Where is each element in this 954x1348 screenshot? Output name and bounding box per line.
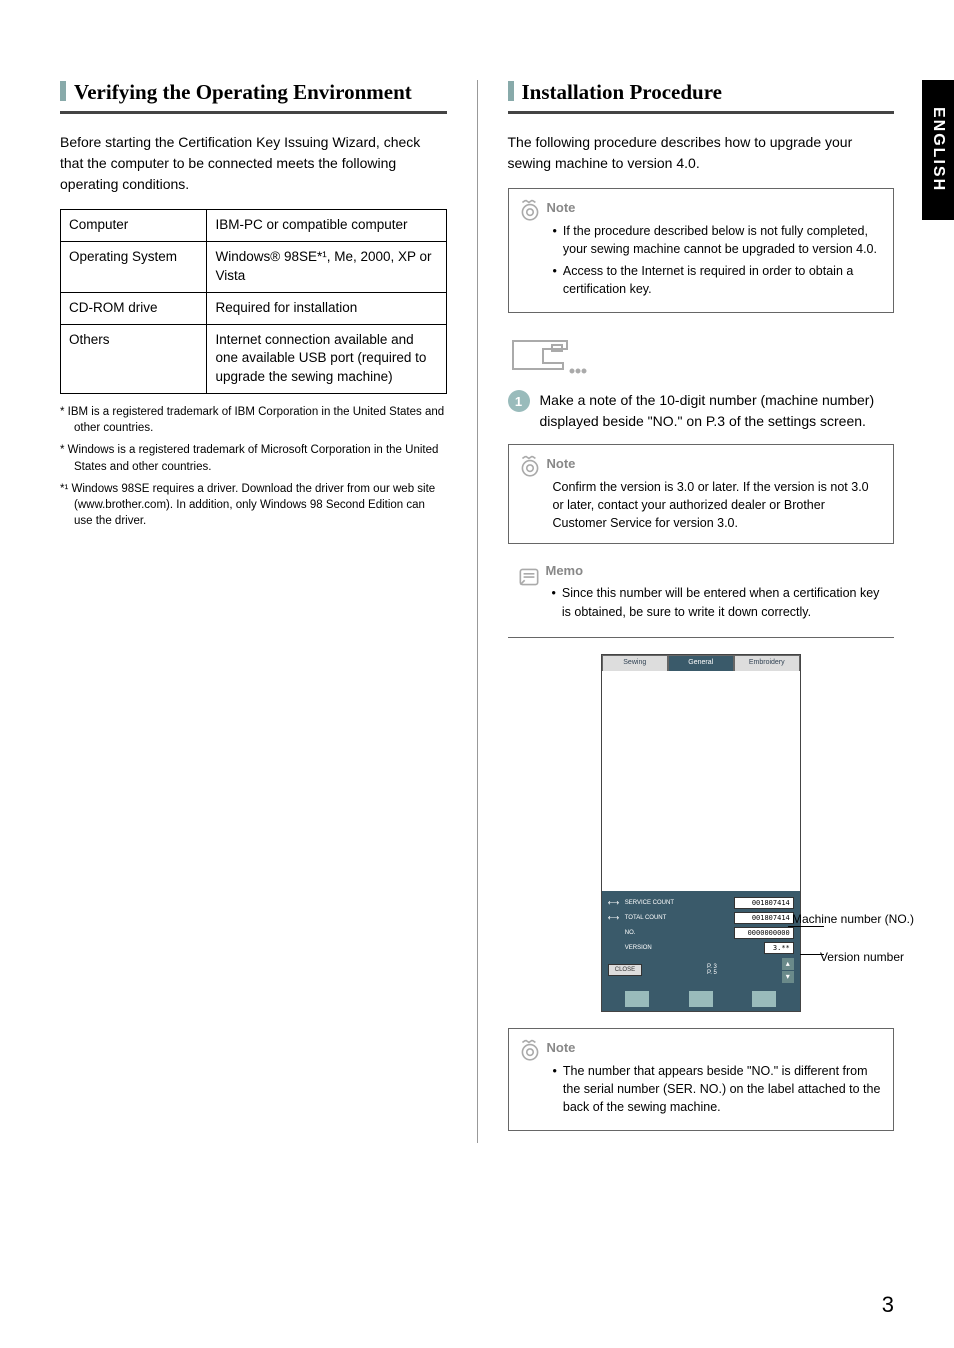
section-title-verify: Verifying the Operating Environment bbox=[60, 80, 447, 114]
memo-title: Memo bbox=[546, 562, 885, 581]
note-icon bbox=[517, 197, 543, 223]
memo-icon bbox=[516, 564, 542, 590]
bottom-toolbar bbox=[602, 987, 800, 1011]
note-text: If the procedure described below is not … bbox=[563, 222, 881, 258]
footnote: * Windows is a registered trademark of M… bbox=[74, 442, 447, 474]
step-text: Make a note of the 10-digit number (mach… bbox=[540, 390, 895, 432]
step-number-badge: 1 bbox=[508, 390, 530, 412]
table-row: OthersInternet connection available and … bbox=[61, 324, 447, 394]
table-cell-value: Required for installation bbox=[207, 292, 446, 324]
pager-text: P. 3 P. 5 bbox=[707, 964, 717, 976]
left-column: Verifying the Operating Environment Befo… bbox=[60, 80, 447, 1143]
column-divider bbox=[477, 80, 478, 1143]
tab-sewing: Sewing bbox=[602, 655, 668, 671]
table-cell-key: Others bbox=[61, 324, 207, 394]
version-label: VERSION bbox=[625, 945, 761, 951]
service-count-value: 001807414 bbox=[734, 897, 794, 909]
step-1: 1 Make a note of the 10-digit number (ma… bbox=[508, 390, 895, 432]
tab-embroidery: Embroidery bbox=[734, 655, 800, 671]
memo-text: Since this number will be entered when a… bbox=[562, 584, 884, 620]
memo-box: Memo •Since this number will be entered … bbox=[508, 556, 895, 638]
table-cell-value: Windows® 98SE*¹, Me, 2000, XP or Vista bbox=[207, 241, 446, 292]
table-row: ComputerIBM-PC or compatible computer bbox=[61, 210, 447, 242]
note-text: Access to the Internet is required in or… bbox=[563, 262, 881, 298]
note-icon bbox=[517, 453, 543, 479]
table-cell-value: IBM-PC or compatible computer bbox=[207, 210, 446, 242]
right-column: Installation Procedure The following pro… bbox=[508, 80, 895, 1143]
page-up-icon: ▴ bbox=[782, 958, 794, 970]
note-text: Confirm the version is 3.0 or later. If … bbox=[553, 478, 882, 532]
note-title: Note bbox=[547, 455, 882, 474]
info-panel: ⟷ SERVICE COUNT 001807414 ⟷ TOTAL COUNT … bbox=[602, 891, 800, 987]
note-bullet: •If the procedure described below is not… bbox=[553, 222, 882, 258]
tab-general: General bbox=[668, 655, 734, 671]
version-value: 3.** bbox=[764, 942, 794, 954]
page-down-icon: ▾ bbox=[782, 971, 794, 983]
table-row: CD-ROM driveRequired for installation bbox=[61, 292, 447, 324]
note-box-2: Note Confirm the version is 3.0 or later… bbox=[508, 444, 895, 543]
no-value: 0000000000 bbox=[734, 927, 794, 939]
screenshot-tabs: Sewing General Embroidery bbox=[602, 655, 800, 671]
table-cell-key: Operating System bbox=[61, 241, 207, 292]
section-title-install: Installation Procedure bbox=[508, 80, 895, 114]
total-count-value: 001807414 bbox=[734, 912, 794, 924]
note-box-3: Note •The number that appears beside "NO… bbox=[508, 1028, 895, 1131]
total-count-label: TOTAL COUNT bbox=[625, 915, 731, 921]
note-bullet: •Access to the Internet is required in o… bbox=[553, 262, 882, 298]
table-cell-key: Computer bbox=[61, 210, 207, 242]
footnote: *¹ Windows 98SE requires a driver. Downl… bbox=[74, 481, 447, 529]
note-box-1: Note •If the procedure described below i… bbox=[508, 188, 895, 313]
no-label: NO. bbox=[625, 930, 731, 936]
table-cell-key: CD-ROM drive bbox=[61, 292, 207, 324]
footnote: * IBM is a registered trademark of IBM C… bbox=[74, 404, 447, 436]
memo-bullet: •Since this number will be entered when … bbox=[552, 584, 885, 620]
service-count-label: SERVICE COUNT bbox=[625, 900, 731, 906]
note-icon bbox=[517, 1037, 543, 1063]
note-bullet: •The number that appears beside "NO." is… bbox=[553, 1062, 882, 1116]
note-title: Note bbox=[547, 199, 882, 218]
table-row: Operating SystemWindows® 98SE*¹, Me, 200… bbox=[61, 241, 447, 292]
language-tab: ENGLISH bbox=[922, 80, 954, 220]
sewing-machine-icon bbox=[508, 331, 895, 380]
note-text: The number that appears beside "NO." is … bbox=[563, 1062, 881, 1116]
page-number: 3 bbox=[882, 1292, 894, 1318]
verify-intro: Before starting the Certification Key Is… bbox=[60, 132, 447, 195]
close-button: CLOSE bbox=[608, 964, 642, 976]
requirements-table: ComputerIBM-PC or compatible computerOpe… bbox=[60, 209, 447, 394]
page-content: Verifying the Operating Environment Befo… bbox=[0, 0, 954, 1183]
install-intro: The following procedure describes how to… bbox=[508, 132, 895, 174]
note-title: Note bbox=[547, 1039, 882, 1058]
table-cell-value: Internet connection available and one av… bbox=[207, 324, 446, 394]
settings-screenshot: Sewing General Embroidery ⟷ SERVICE COUN… bbox=[508, 654, 895, 1012]
callout-version-number: Version number bbox=[820, 950, 904, 966]
